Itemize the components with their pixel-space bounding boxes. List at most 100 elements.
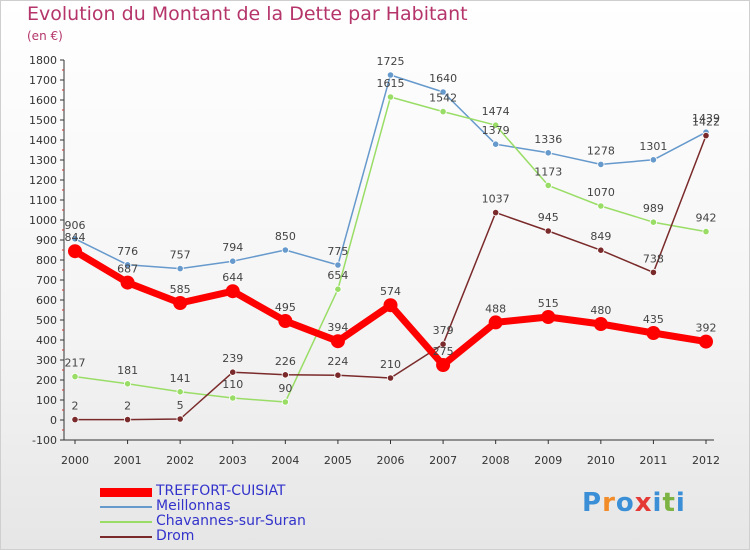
data-label: 275 <box>433 345 454 358</box>
y-tick-label: 1500 <box>29 114 57 127</box>
data-point <box>492 121 500 129</box>
x-tick-label: 2007 <box>429 454 457 467</box>
data-point <box>173 296 188 310</box>
x-tick-label: 2008 <box>482 454 510 467</box>
logo-letter: r <box>602 488 616 518</box>
legend-swatch <box>100 487 152 497</box>
data-point <box>597 202 605 210</box>
data-label: 181 <box>117 364 138 377</box>
legend-swatch <box>100 505 152 508</box>
data-label: 217 <box>65 357 86 370</box>
legend: TREFFORT-CUISIAT Meillonnas Chavannes-sur-… <box>100 484 306 544</box>
data-point <box>278 314 293 328</box>
data-label: 488 <box>485 302 506 315</box>
data-label: 110 <box>222 378 243 391</box>
data-label: 757 <box>170 249 191 262</box>
x-tick-label: 2004 <box>271 454 299 467</box>
legend-swatch <box>100 520 152 523</box>
data-label: 989 <box>643 202 664 215</box>
data-label: 224 <box>327 355 348 368</box>
data-label: 379 <box>433 324 454 337</box>
data-point <box>71 235 79 243</box>
data-label: 495 <box>275 301 296 314</box>
y-tick-label: 1000 <box>29 214 57 227</box>
data-label: 844 <box>65 231 86 244</box>
data-point <box>123 261 132 269</box>
data-label: 942 <box>696 212 717 225</box>
logo-letter: t <box>662 488 676 518</box>
data-point <box>225 284 240 299</box>
y-tick-label: 1600 <box>29 94 57 107</box>
series-line-1 <box>74 74 707 270</box>
data-point <box>492 209 500 217</box>
legend-item: Chavannes-sur-Suran <box>100 514 306 529</box>
y-tick-label: 900 <box>36 234 57 247</box>
data-point <box>334 285 342 293</box>
data-point <box>597 246 605 254</box>
data-point <box>492 140 500 148</box>
legend-swatch <box>100 535 152 538</box>
data-point <box>386 93 395 101</box>
data-point <box>229 368 237 376</box>
y-tick-label: 200 <box>36 374 57 387</box>
data-point <box>386 71 395 79</box>
y-tick-label: -100 <box>32 434 57 447</box>
data-label: 226 <box>275 355 296 368</box>
data-label: 1278 <box>587 144 615 157</box>
y-tick-label: 400 <box>36 334 57 347</box>
data-point <box>646 326 661 340</box>
data-point <box>281 246 289 254</box>
data-point <box>544 149 552 157</box>
y-tick-label: 1800 <box>29 54 57 67</box>
y-tick-label: 700 <box>36 274 57 287</box>
data-point <box>541 310 556 324</box>
data-label: 210 <box>380 358 401 371</box>
data-point <box>176 264 184 273</box>
logo-letter: i <box>675 488 686 518</box>
data-point <box>649 268 658 276</box>
data-label: 2 <box>72 400 79 413</box>
y-tick-label: 0 <box>50 414 57 427</box>
data-label: 239 <box>222 352 243 365</box>
data-point <box>386 374 395 382</box>
x-tick-label: 2002 <box>166 454 194 467</box>
data-point <box>281 371 289 379</box>
data-label: 945 <box>538 211 559 224</box>
data-label: 141 <box>170 372 191 385</box>
data-point <box>597 160 605 168</box>
data-point <box>330 334 345 349</box>
data-point <box>544 227 552 235</box>
x-tick-label: 2009 <box>534 454 562 467</box>
data-label: 90 <box>278 382 292 395</box>
x-tick-label: 2001 <box>114 454 142 467</box>
y-tick-label: 600 <box>36 294 57 307</box>
data-label: 849 <box>590 230 611 243</box>
chart-axes: -100 0 100 200 300 400 500 600 700 800 900 1000 1100… <box>29 54 720 467</box>
y-tick-label: 800 <box>36 254 57 267</box>
y-tick-label: 100 <box>36 394 57 407</box>
data-label: 1640 <box>429 72 457 85</box>
logo-letter: x <box>634 488 653 518</box>
data-point <box>649 156 658 164</box>
y-tick-label: 1200 <box>29 174 57 187</box>
x-tick-label: 2012 <box>692 454 720 467</box>
y-tick-label: 500 <box>36 314 57 327</box>
data-point <box>702 228 710 236</box>
legend-label: Meillonnas <box>156 498 231 514</box>
legend-label: TREFFORT-CUISIAT <box>156 483 286 499</box>
data-point <box>229 394 237 402</box>
y-tick-label: 300 <box>36 354 57 367</box>
x-tick-label: 2003 <box>219 454 247 467</box>
data-label: 1037 <box>482 193 510 206</box>
data-label: 1336 <box>534 133 562 146</box>
data-point <box>71 372 79 381</box>
data-point <box>593 317 608 331</box>
y-tick-label: 1700 <box>29 74 57 87</box>
data-label: 1070 <box>587 186 615 199</box>
data-point <box>649 218 658 226</box>
y-tick-label: 1100 <box>29 194 57 207</box>
data-label: 435 <box>643 313 664 326</box>
x-tick-label: 2005 <box>324 454 352 467</box>
data-point <box>176 388 184 396</box>
